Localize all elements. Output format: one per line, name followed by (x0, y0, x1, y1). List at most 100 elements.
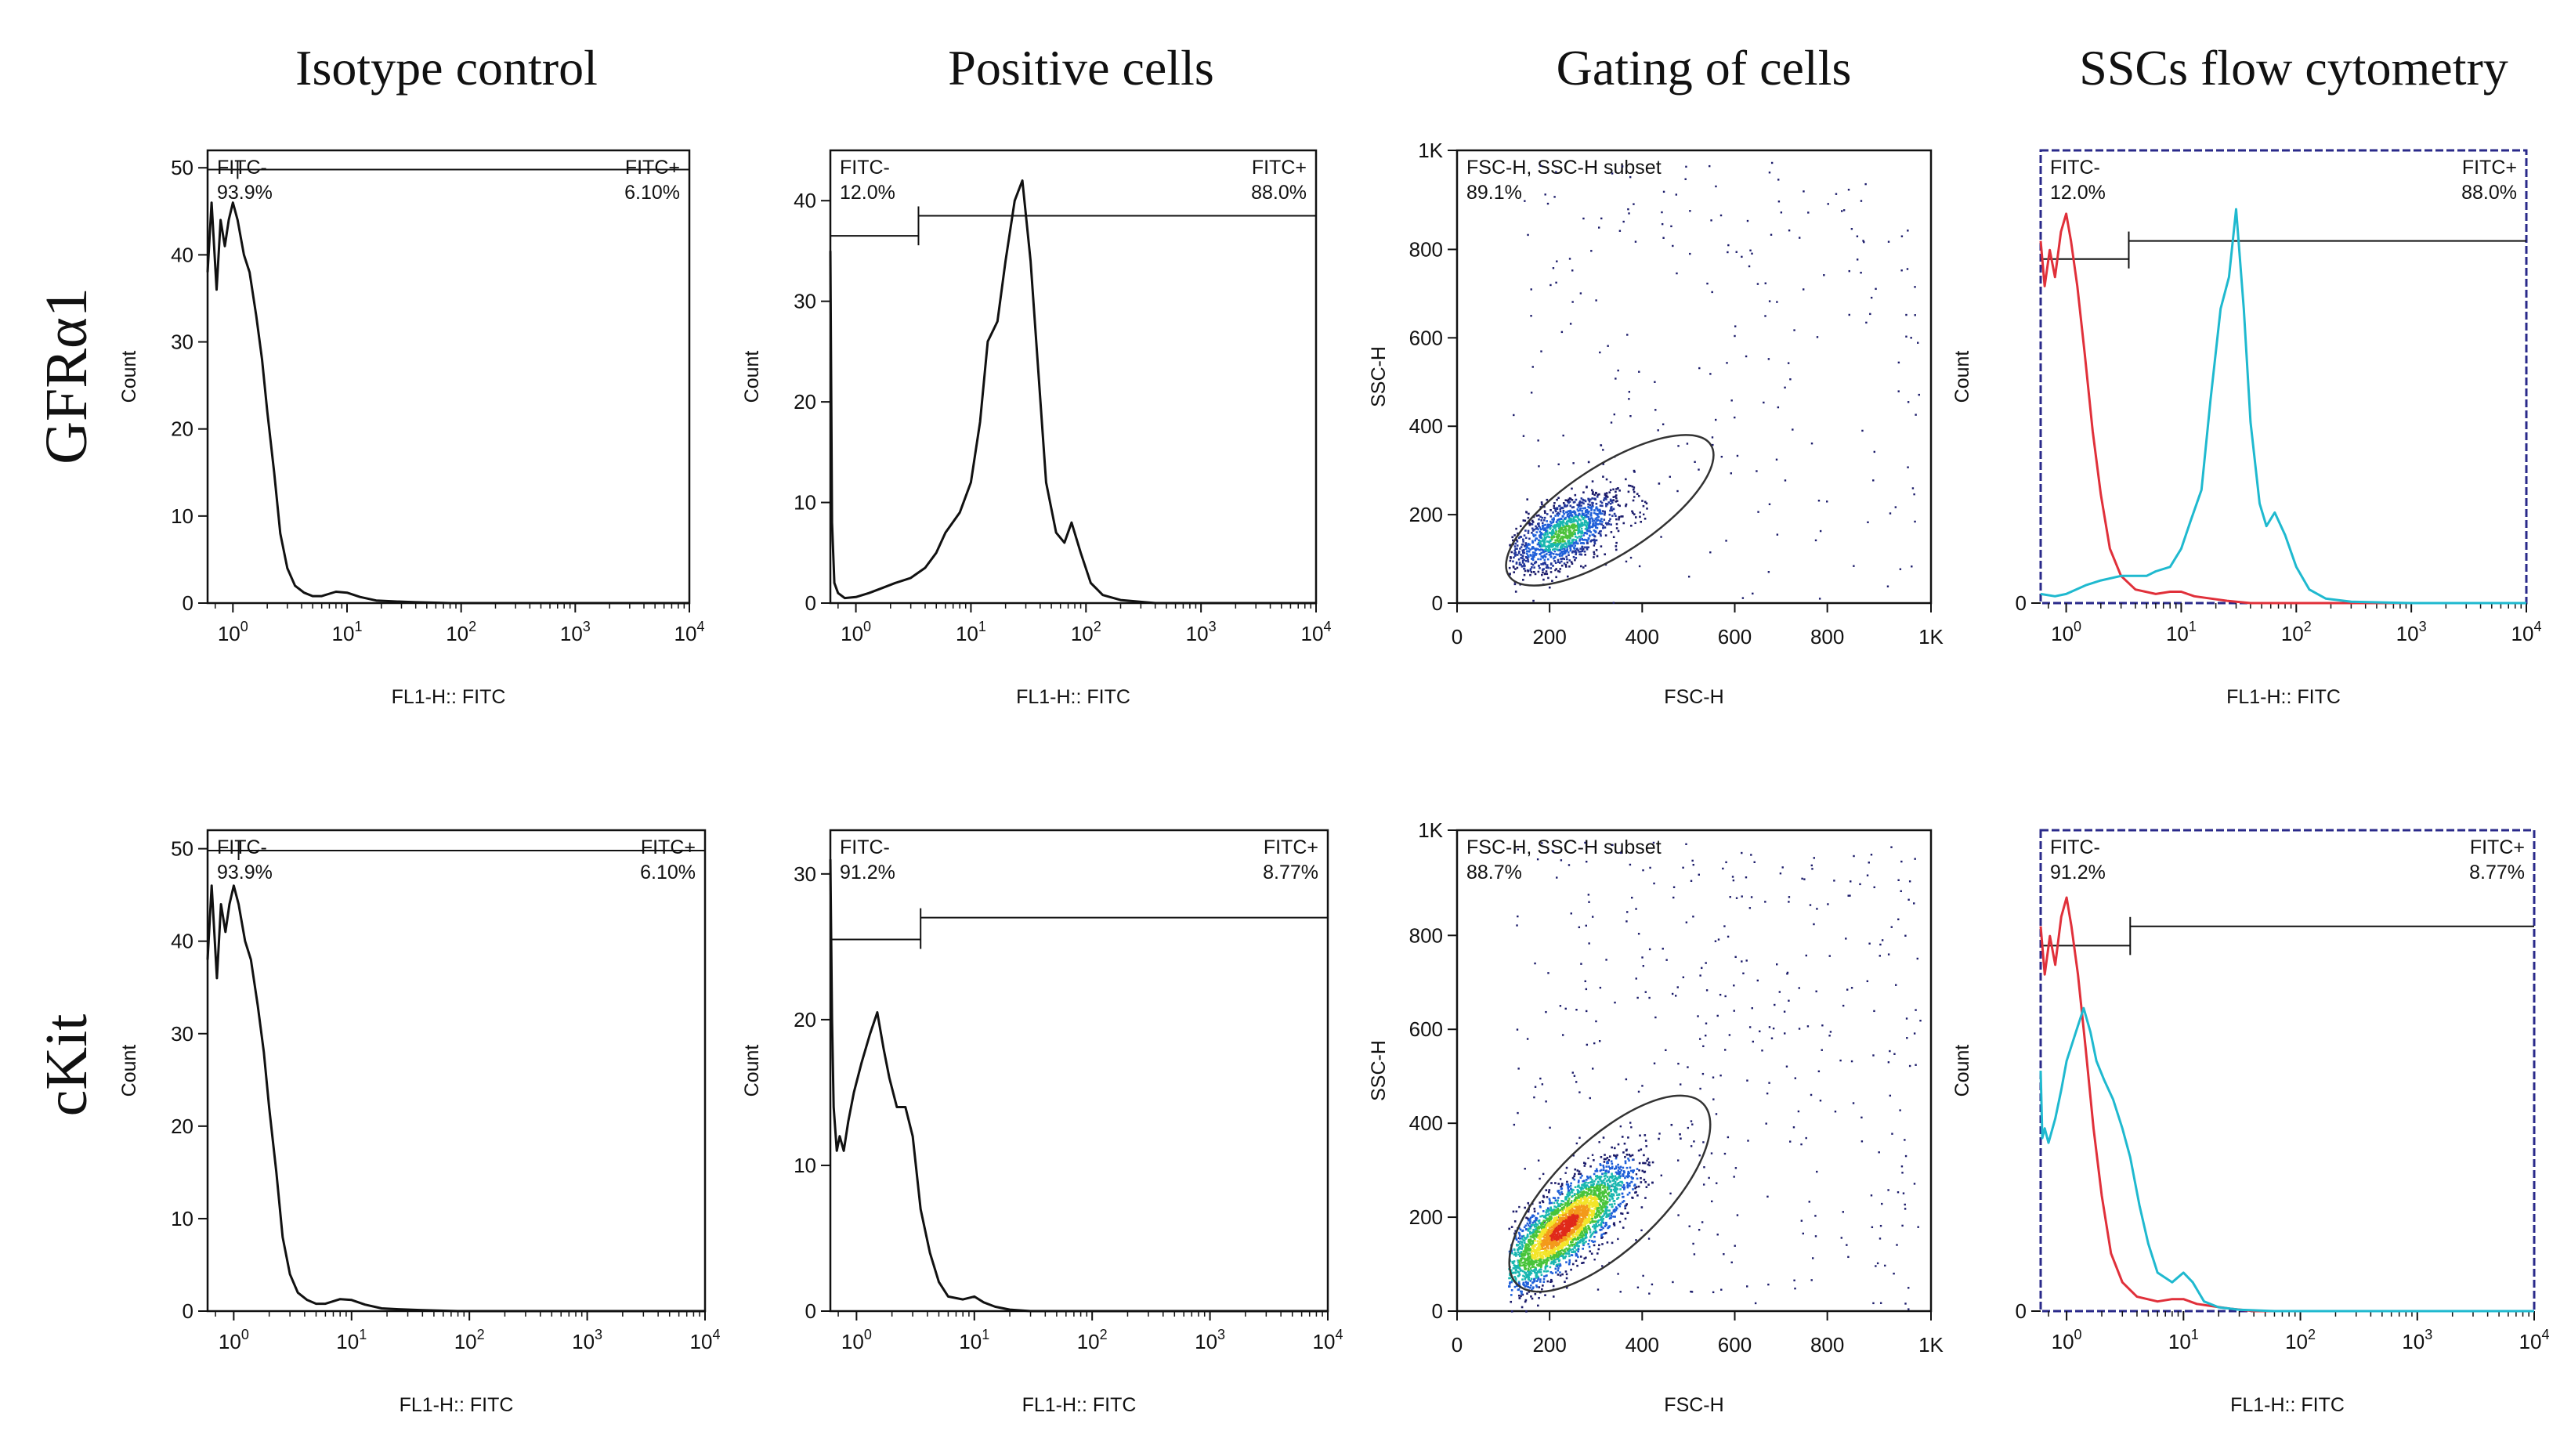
scatter-point (1564, 1223, 1568, 1226)
scatter-point (1563, 547, 1566, 551)
scatter-point (1593, 524, 1596, 527)
scatter-point (1639, 515, 1641, 518)
scatter-point (1559, 540, 1562, 543)
scatter-point (1702, 1183, 1705, 1186)
scatter-point (1512, 560, 1514, 563)
scatter-point (1517, 1271, 1520, 1274)
scatter-point (1549, 551, 1552, 554)
scatter-point (1548, 1209, 1551, 1212)
y-tick-label: 40 (171, 243, 193, 266)
scatter-point (1561, 539, 1564, 542)
scatter-point (1613, 1202, 1616, 1205)
scatter-point (1538, 1242, 1541, 1245)
scatter-point (1614, 1175, 1617, 1177)
scatter-point (1530, 1224, 1533, 1227)
scatter-point (1860, 200, 1863, 202)
scatter-point (1866, 980, 1869, 982)
scatter-point (1627, 1175, 1630, 1178)
scatter-point (1614, 1187, 1616, 1190)
panel-gfra1-gating-of-cells: 0 200 400 600 800 1K02004006008001KFSC-HSSC-H… (1368, 139, 1944, 708)
scatter-point (1514, 568, 1517, 570)
scatter-point (1531, 551, 1535, 554)
scatter-point (1627, 490, 1630, 493)
scatter-point (1562, 519, 1565, 522)
scatter-point (1527, 1253, 1529, 1256)
scatter-point (1591, 1197, 1593, 1199)
gate-subset-label: FSC-H, SSC-H subset (1466, 836, 1662, 858)
scatter-point (1617, 1163, 1619, 1166)
scatter-point (1562, 1230, 1564, 1233)
scatter-point (1595, 507, 1597, 510)
scatter-point (1549, 508, 1552, 511)
scatter-point (1806, 1025, 1810, 1028)
scatter-point (1741, 851, 1743, 854)
scatter-point (1584, 528, 1587, 530)
scatter-point (1600, 217, 1603, 220)
scatter-point (1531, 1270, 1535, 1272)
scatter-point (1563, 562, 1566, 565)
scatter-point (1774, 1003, 1776, 1006)
scatter-point (1593, 1158, 1595, 1162)
scatter-point (1665, 1049, 1667, 1052)
scatter-point (1548, 1202, 1551, 1205)
scatter-point (1603, 1205, 1606, 1209)
scatter-point (1575, 1227, 1578, 1230)
scatter-point (1642, 504, 1645, 508)
scatter-point (1897, 361, 1900, 364)
scatter-point (1546, 540, 1549, 543)
scatter-point (1585, 1236, 1588, 1239)
scatter-point (1516, 544, 1519, 547)
scatter-point (1564, 1234, 1567, 1237)
scatter-point (1596, 1189, 1600, 1192)
scatter-point (1535, 515, 1539, 517)
scatter-point (1560, 531, 1563, 534)
scatter-point (1575, 1201, 1578, 1204)
scatter-point (1571, 523, 1575, 526)
scatter-point (1567, 540, 1570, 543)
scatter-point (1698, 367, 1701, 370)
scatter-point (1613, 1178, 1615, 1181)
scatter-point (1514, 1237, 1517, 1240)
scatter-point (1527, 233, 1529, 237)
scatter-point (1615, 1187, 1618, 1190)
scatter-point (1551, 530, 1553, 533)
x-tick-label: 200 (1532, 625, 1566, 649)
scatter-point (1541, 1200, 1544, 1202)
scatter-point (1508, 1277, 1510, 1280)
scatter-point (1631, 1158, 1634, 1162)
scatter-point (1543, 558, 1546, 562)
scatter-point (1582, 1239, 1584, 1242)
scatter-point (1571, 498, 1574, 501)
scatter-point (1605, 1209, 1608, 1212)
scatter-point (1553, 507, 1556, 509)
scatter-point (1611, 1195, 1614, 1198)
scatter-point (1612, 508, 1615, 511)
scatter-point (1622, 1166, 1625, 1169)
scatter-point (1566, 558, 1568, 561)
scatter-point (1735, 251, 1738, 253)
scatter-point (1604, 1208, 1607, 1211)
scatter-point (1552, 1295, 1555, 1298)
scatter-point (1590, 506, 1593, 508)
scatter-point (1643, 1178, 1646, 1181)
scatter-point (1528, 1270, 1531, 1274)
scatter-point (1591, 1181, 1594, 1183)
scatter-point (1586, 1222, 1588, 1224)
scatter-point (1602, 463, 1605, 465)
scatter-point (1542, 1248, 1546, 1250)
scatter-point (1567, 541, 1570, 544)
scatter-point (1588, 535, 1591, 537)
scatter-point (1590, 1181, 1593, 1183)
scatter-point (1746, 1285, 1748, 1288)
scatter-point (1604, 1223, 1607, 1226)
scatter-point (1534, 573, 1537, 576)
scatter-point (1525, 552, 1528, 555)
scatter-point (1544, 523, 1546, 526)
scatter-point (1568, 1198, 1571, 1200)
scatter-point (1559, 1209, 1561, 1212)
scatter-point (1644, 1180, 1647, 1183)
scatter-point (1592, 1194, 1595, 1196)
scatter-point (1529, 1272, 1531, 1274)
scatter-point (1610, 531, 1613, 533)
scatter-point (1542, 571, 1544, 574)
